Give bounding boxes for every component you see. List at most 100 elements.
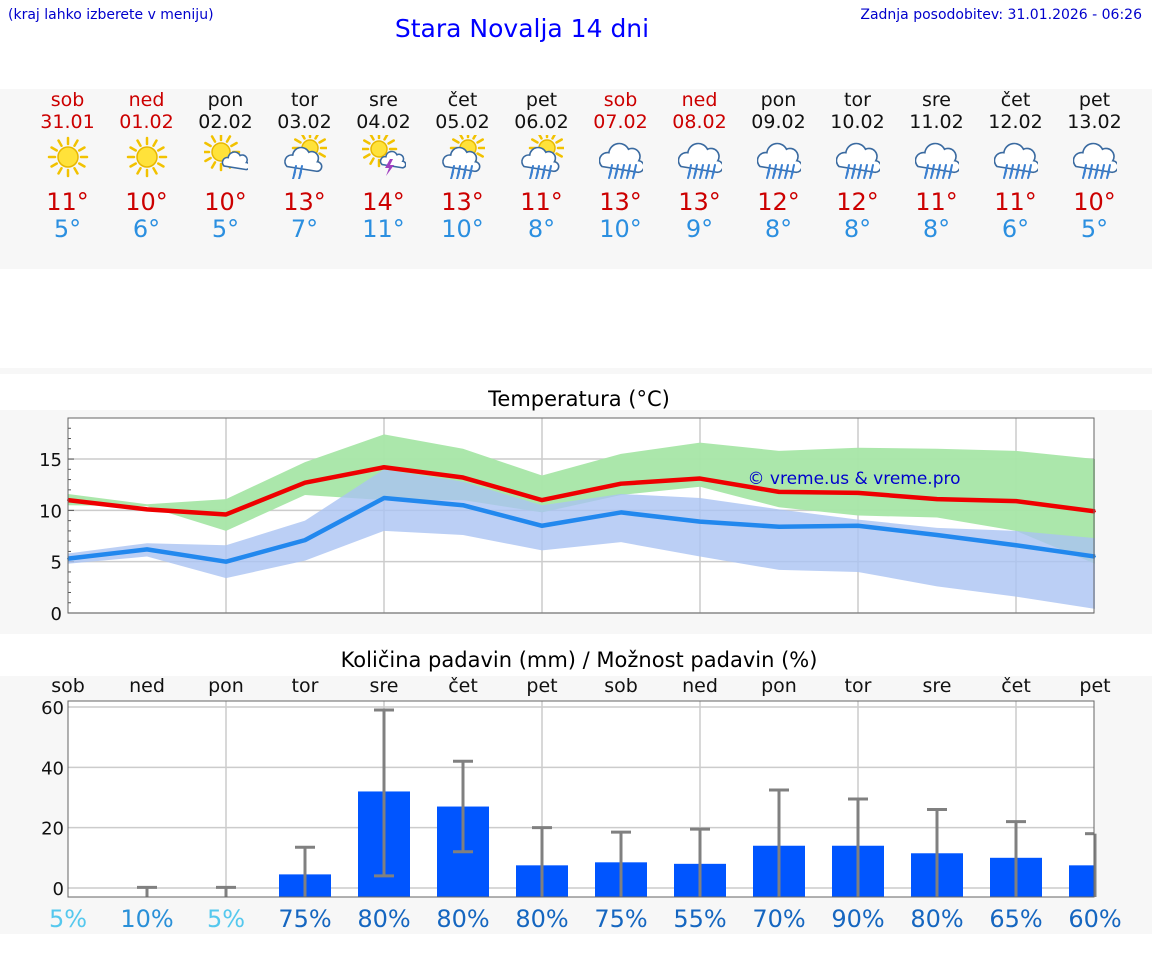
- precip-probability: 75%: [594, 905, 647, 933]
- precip-probability: 80%: [910, 905, 963, 933]
- temperature-frame: [67, 417, 1095, 614]
- x-tick-label: ned: [129, 675, 165, 697]
- day-date: 09.02: [751, 111, 806, 133]
- forecast-strip: [0, 89, 1152, 269]
- max-temp-range-band: [68, 434, 1095, 564]
- day-name: tor: [844, 89, 871, 111]
- rain-cloud-icon: [1073, 142, 1117, 179]
- y-tick-label: 0: [53, 879, 64, 900]
- x-tick-label: pon: [761, 675, 797, 697]
- last-update: Zadnja posodobitev: 31.01.2026 - 06:26: [860, 7, 1142, 23]
- day-name: sre: [922, 89, 951, 111]
- sun-icon: [126, 136, 168, 178]
- watermark: © vreme.us & vreme.pro: [747, 469, 960, 489]
- max-temp-point: [225, 513, 227, 516]
- x-tick-label: čet: [1001, 675, 1031, 697]
- x-tick-label: tor: [292, 675, 319, 697]
- max-temp: 11°: [915, 188, 958, 216]
- min-temp-point: [383, 497, 385, 500]
- min-temp-point: [936, 534, 938, 536]
- precip-probability: 90%: [831, 905, 884, 933]
- x-tick-label: pon: [208, 675, 244, 697]
- precip-probability: 55%: [673, 905, 726, 933]
- y-tick-label: 0: [51, 604, 62, 625]
- max-temp-point: [778, 490, 780, 493]
- min-temp-range-band: [68, 469, 1095, 609]
- min-temp: 8°: [764, 215, 793, 243]
- min-temp: 5°: [211, 215, 240, 243]
- day-date: 12.02: [988, 111, 1043, 133]
- day-name: pon: [207, 89, 244, 111]
- day-date: 07.02: [593, 111, 648, 133]
- divider: [0, 368, 1152, 374]
- sun-rain-cloud-icon: [284, 135, 327, 179]
- partly-cloudy-icon: [204, 135, 248, 172]
- x-tick-label: pet: [1079, 675, 1110, 697]
- min-temp: 6°: [132, 215, 161, 243]
- precip-probability: 80%: [436, 905, 489, 933]
- max-temp-point: [541, 499, 543, 502]
- min-temp-point: [304, 539, 306, 542]
- day-date: 02.02: [198, 111, 253, 133]
- max-temp: 13°: [441, 188, 484, 216]
- precip-probability: 80%: [515, 905, 568, 933]
- day-name: pet: [1078, 89, 1111, 111]
- sun-thunderstorm-icon: [362, 135, 406, 176]
- rain-cloud-icon: [599, 142, 643, 179]
- precip-probability: 70%: [752, 905, 805, 933]
- page-title: Stara Novalja 14 dni: [394, 14, 650, 43]
- max-temp: 10°: [204, 188, 247, 216]
- x-tick-label: tor: [845, 675, 872, 697]
- temperature-title: Temperatura (°C): [488, 387, 670, 411]
- max-temp-point: [1015, 500, 1017, 503]
- precip-probability: 5%: [207, 905, 245, 933]
- min-temp: 8°: [527, 215, 556, 243]
- min-temp-point: [462, 504, 464, 507]
- y-tick-label: 5: [51, 553, 62, 574]
- max-temp-line: [67, 465, 1096, 517]
- day-date: 04.02: [356, 111, 411, 133]
- max-temp-point: [146, 508, 148, 511]
- day-date: 05.02: [435, 111, 490, 133]
- min-temp: 5°: [53, 215, 82, 243]
- location-hint: (kraj lahko izberete v meniju): [8, 7, 214, 23]
- precip-probability: 80%: [357, 905, 410, 933]
- y-tick-label: 15: [39, 450, 62, 471]
- y-tick-label: 20: [41, 819, 64, 840]
- day-name: pet: [525, 89, 558, 111]
- precip-probability: 65%: [989, 905, 1042, 933]
- precip-probability: 60%: [1068, 905, 1121, 933]
- max-temp-point: [936, 498, 938, 501]
- max-temp: 10°: [1073, 188, 1116, 216]
- sun-rain-cloud-icon: [521, 135, 564, 179]
- day-date: 31.01: [40, 111, 95, 133]
- precipitation-title: Količina padavin (mm) / Možnost padavin …: [340, 648, 818, 672]
- day-name: ned: [128, 89, 165, 111]
- precip-probability: 10%: [120, 905, 173, 933]
- day-date: 08.02: [672, 111, 727, 133]
- min-temp: 10°: [441, 215, 484, 243]
- min-temp: 10°: [599, 215, 642, 243]
- max-temp-point: [699, 477, 701, 480]
- y-tick-label: 60: [41, 698, 64, 719]
- min-temp-point: [1015, 544, 1017, 547]
- max-temp-point: [383, 466, 385, 469]
- day-name: tor: [291, 89, 318, 111]
- max-temp: 11°: [46, 188, 89, 216]
- day-date: 13.02: [1067, 111, 1122, 133]
- y-tick-label: 40: [41, 758, 64, 779]
- x-tick-label: sre: [370, 675, 399, 697]
- max-temp: 11°: [994, 188, 1037, 216]
- rain-cloud-icon: [836, 142, 880, 179]
- min-temp: 6°: [1001, 215, 1030, 243]
- min-temp-line: [67, 495, 1096, 564]
- day-name: ned: [681, 89, 718, 111]
- max-temp: 12°: [836, 188, 879, 216]
- day-name: sob: [50, 89, 85, 111]
- rain-cloud-icon: [915, 142, 959, 179]
- max-temp-point: [304, 481, 306, 484]
- x-tick-label: pet: [526, 675, 557, 697]
- rain-cloud-icon: [994, 142, 1038, 179]
- sun-rain-cloud-icon: [442, 135, 485, 179]
